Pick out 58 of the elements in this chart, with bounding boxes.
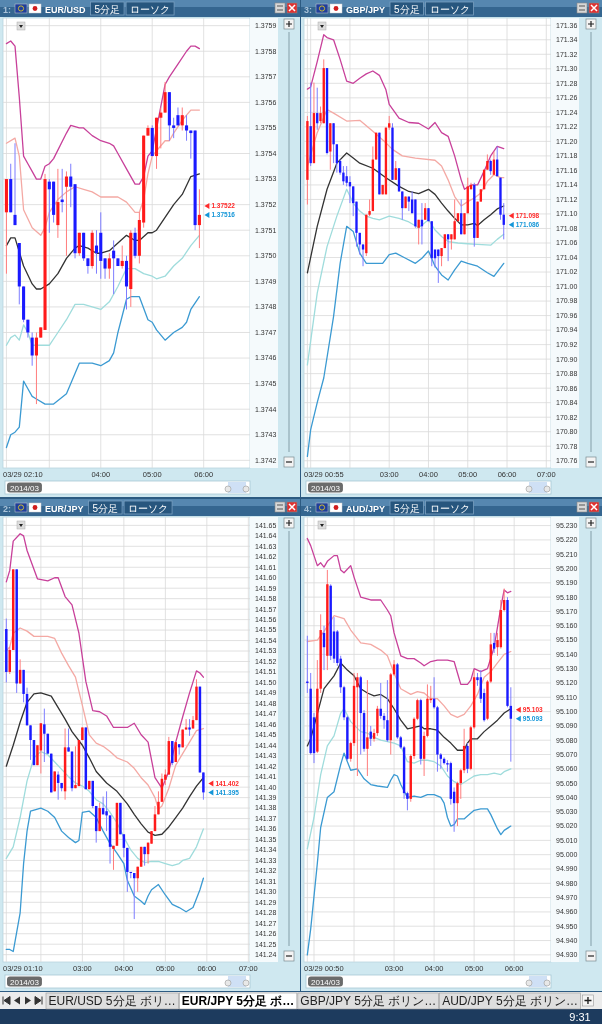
text: EUR/JPY 5分足 ボ… [181,994,295,1008]
candlestick [171,740,174,766]
text: 2014/03 [311,483,341,493]
chart-title: AUD/JPY [346,503,386,514]
candlestick [453,198,456,240]
line-series [5,807,205,953]
candlestick [29,724,32,761]
text: ローソク [429,502,470,514]
candlestick [386,679,389,743]
line-series [306,708,512,850]
text: EUR/USD 5分足 ボリ… [48,994,176,1008]
line-series [5,692,205,836]
text: 2: [3,503,12,514]
line-series [5,40,201,185]
text: 5分足 [94,3,121,15]
candlestick [466,742,469,774]
candlestick [112,845,115,871]
text: 9:31 [569,1010,591,1023]
text: 2014/03 [10,977,40,987]
candlestick [136,866,139,893]
line-series [306,615,512,718]
candlestick [356,672,359,777]
text: 5分足 [394,3,420,15]
text: AUD/JPY 5分足 ボリン… [442,994,578,1008]
candlestick [366,679,369,777]
text: ローソク [128,502,169,514]
candlestick [67,728,70,753]
line-series [5,750,205,867]
candlestick [417,219,420,245]
line-series [306,225,505,458]
text: 2014/03 [10,483,40,493]
line-series [5,173,201,290]
chart-title: GBP/JPY [346,4,386,15]
chart-title: EUR/USD [45,4,86,15]
text: ローソク [429,3,470,15]
candlestick [98,802,101,832]
candlestick [332,122,335,164]
line-series [306,34,505,190]
line-series [306,752,512,956]
text: 5分足 [92,502,119,514]
text: 3: [304,4,313,15]
candlestick [361,243,365,267]
line-series [5,109,201,236]
candlestick [105,790,108,832]
candlestick [184,718,188,731]
text: 5分足 [394,502,420,514]
chart-title: EUR/JPY [45,503,84,514]
candlestick [43,708,46,763]
text: 4: [304,503,313,514]
text: 2014/03 [311,977,341,987]
text: ローソク [130,3,171,15]
text: GBP/JPY 5分足 ボリン… [300,994,437,1008]
candlestick [440,247,443,267]
text: 1: [3,4,12,15]
line-series [306,188,505,366]
line-series [5,296,201,449]
line-series [306,537,512,686]
candlestick [202,771,205,801]
